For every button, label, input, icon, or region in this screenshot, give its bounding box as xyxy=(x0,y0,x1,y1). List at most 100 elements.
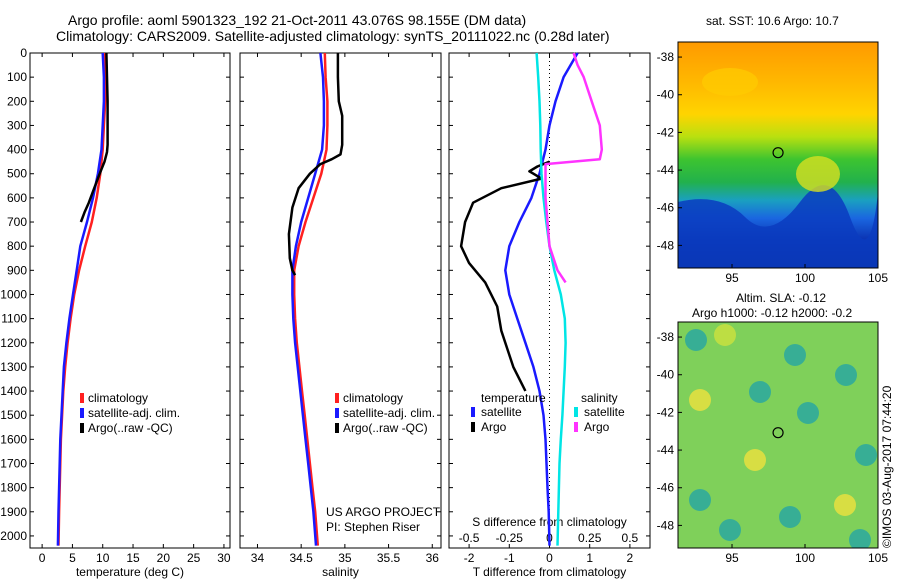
x-tick-label: 10 xyxy=(96,551,110,565)
sla-eddy xyxy=(855,444,877,466)
sla-eddy xyxy=(689,389,711,411)
series-line-salinity-satellite xyxy=(535,52,567,546)
x-tick-label: 1 xyxy=(586,551,593,565)
map-frame xyxy=(677,321,879,549)
y-tick-label: 600 xyxy=(7,191,27,205)
y-tick-label: 1400 xyxy=(0,384,27,398)
legend-label: satellite xyxy=(481,405,522,419)
y-tick-label: 700 xyxy=(7,215,27,229)
sst-warm-eddy xyxy=(796,156,840,192)
y-tick-label: 1200 xyxy=(0,336,27,350)
chart-panel-3: -2 -1 0 1 2T difference from climatology -0.5… xyxy=(448,52,651,579)
map-x-tick-label: 100 xyxy=(795,551,815,565)
sla-eddy xyxy=(784,344,806,366)
map-x-tick-label: 105 xyxy=(868,551,888,565)
y-tick-label: 200 xyxy=(7,94,27,108)
x-tick-label: 15 xyxy=(126,551,140,565)
map-y-tick-label: -44 xyxy=(657,443,675,457)
legend-label: Argo(..raw -QC) xyxy=(88,421,173,435)
plot-frame xyxy=(239,52,442,549)
map-y-tick-label: -46 xyxy=(657,481,675,495)
map-x-tick-label: 95 xyxy=(725,551,739,565)
sst-cold-front xyxy=(678,185,878,268)
series-line-temperature-argo xyxy=(459,160,550,392)
legend-title: temperature xyxy=(481,391,546,405)
sla-eddy xyxy=(779,506,801,528)
x-tick-label: 2 xyxy=(627,551,634,565)
y-tick-label: 1900 xyxy=(0,505,27,519)
series-line-satelliteadjclim xyxy=(291,52,326,546)
x-axis-label: T difference from climatology xyxy=(473,565,627,579)
y-tick-label: 0 xyxy=(20,46,27,60)
x-tick-label: 35.5 xyxy=(377,551,401,565)
x-tick-label: 34.5 xyxy=(289,551,313,565)
series-line-satelliteadjclim xyxy=(56,52,106,546)
map-y-tick-label: -46 xyxy=(657,201,675,215)
x-tick-label: 0 xyxy=(39,551,46,565)
map-y-tick-label: -40 xyxy=(657,88,675,102)
y-tick-label: 1100 xyxy=(1,312,27,326)
x-axis-label: salinity xyxy=(322,565,359,579)
legend-title: salinity xyxy=(581,391,618,405)
sla-eddy xyxy=(689,489,711,511)
top-x-tick-label: 0.5 xyxy=(622,531,639,545)
sla-eddy xyxy=(744,449,766,471)
x-tick-label: 36 xyxy=(426,551,440,565)
legend-label: Argo xyxy=(584,420,610,434)
y-tick-label: 500 xyxy=(7,167,27,181)
map-y-tick-label: -38 xyxy=(657,330,675,344)
y-tick-label: 1500 xyxy=(0,408,27,422)
legend-label: satellite-adj. clim. xyxy=(343,406,435,420)
y-tick-label: 1600 xyxy=(0,432,27,446)
chart-panel-1: 0100200300400500600700800900100011001200… xyxy=(0,46,231,579)
y-tick-label: 800 xyxy=(7,239,27,253)
x-axis-label: temperature (deg C) xyxy=(76,565,184,579)
series-line-salinity-argo xyxy=(544,52,604,284)
y-tick-label: 900 xyxy=(7,263,27,277)
top-x-tick-label: -0.5 xyxy=(459,531,480,545)
sla-eddy xyxy=(834,494,856,516)
sst-map-title: sat. SST: 10.6 Argo: 10.7 xyxy=(706,14,839,28)
x-tick-label: -2 xyxy=(464,551,475,565)
y-tick-label: 2000 xyxy=(0,529,27,543)
x-tick-label: -1 xyxy=(504,551,515,565)
plot-frame xyxy=(29,52,231,549)
series-line-argorawqc xyxy=(287,53,344,276)
figure-subtitle: Climatology: CARS2009. Satellite-adjuste… xyxy=(56,28,610,44)
legend-label: satellite-adj. clim. xyxy=(88,406,180,420)
map-y-tick-label: -42 xyxy=(657,405,675,419)
x-tick-label: 5 xyxy=(69,551,76,565)
series-line-climatology xyxy=(292,52,329,546)
map-x-tick-label: 95 xyxy=(725,271,739,285)
sla-eddy xyxy=(714,324,736,346)
x-tick-label: 25 xyxy=(187,551,201,565)
annotation-text: PI: Stephen Riser xyxy=(326,520,420,534)
x-tick-label: 0 xyxy=(546,551,553,565)
x-tick-label: 35 xyxy=(338,551,352,565)
map-frame xyxy=(677,41,879,269)
map-y-tick-label: -48 xyxy=(657,238,675,252)
series-line-temperature-satellite xyxy=(504,52,579,546)
float-position-marker xyxy=(772,147,784,159)
legend-label: Argo(..raw -QC) xyxy=(343,421,428,435)
series-line-climatology xyxy=(57,52,107,546)
sla-eddy xyxy=(797,402,819,424)
sla-map-title: Altim. SLA: -0.12 xyxy=(736,291,827,305)
top-x-tick-label: -0.25 xyxy=(496,531,524,545)
annotation-text: US ARGO PROJECT xyxy=(326,505,441,519)
sla-map: -38 -40 -42 -44 -46 -48 95 100 105 xyxy=(657,321,888,565)
map-x-tick-label: 105 xyxy=(868,271,888,285)
y-tick-label: 1300 xyxy=(0,360,27,374)
y-tick-label: 300 xyxy=(7,118,27,132)
y-tick-label: 1700 xyxy=(0,456,27,470)
map-x-tick-label: 100 xyxy=(795,271,815,285)
y-tick-label: 1000 xyxy=(0,287,27,301)
sst-map: -38 -40 -42 -44 -46 -48 95 100 105 xyxy=(657,41,888,285)
sst-map-image xyxy=(678,42,878,268)
sla-eddy xyxy=(685,329,707,351)
y-tick-label: 100 xyxy=(7,70,27,84)
sla-eddy xyxy=(749,381,771,403)
legend-label: climatology xyxy=(88,391,148,405)
figure-title: Argo profile: aoml 5901323_192 21-Oct-20… xyxy=(68,12,527,28)
